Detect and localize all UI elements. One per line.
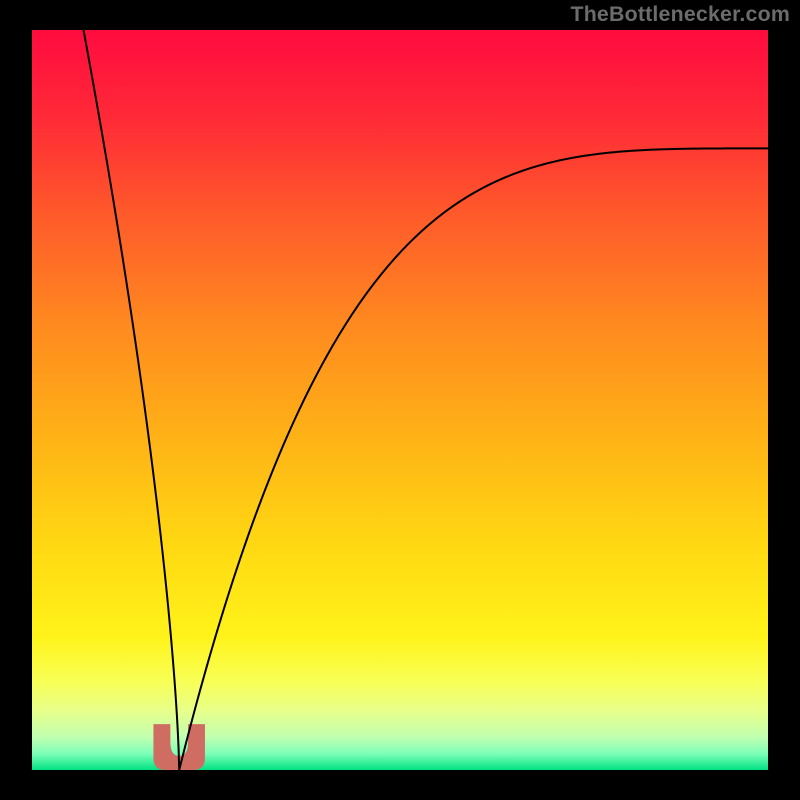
watermark-text: TheBottlenecker.com	[570, 2, 790, 27]
plot-background	[32, 30, 768, 770]
chart-root: TheBottlenecker.com	[0, 0, 800, 800]
chart-svg	[0, 0, 800, 800]
